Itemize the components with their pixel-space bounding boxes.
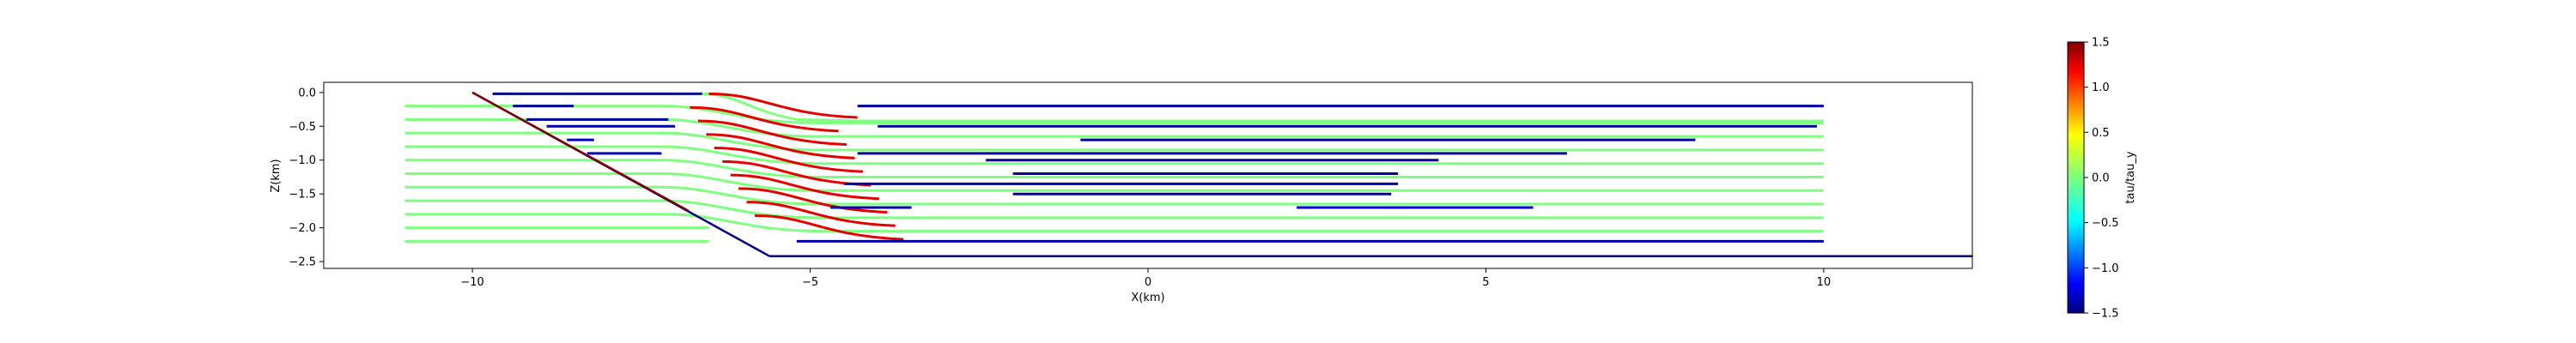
y-tick-label: −2.5: [289, 256, 316, 269]
x-tick-label: 10: [1817, 276, 1832, 289]
y-axis: 0.0 −0.5 −1.0 −1.5 −2.0 −2.5: [289, 87, 324, 269]
colorbar-tick-label: 0.5: [2092, 127, 2110, 140]
streamline: [492, 92, 1824, 123]
colorbar-gradient: [2067, 41, 2085, 314]
shear-curve: [738, 187, 888, 214]
shear-curve: [697, 119, 848, 147]
colorbar-tick-label: 0.0: [2092, 172, 2110, 185]
plot-area: [323, 81, 1973, 269]
x-tick-label: −10: [460, 276, 483, 289]
shear-curve: [714, 147, 863, 173]
colorbar: 1.5 1.0 0.5 0.0 −0.5 −1.0 −1.5 tau/tau_y: [2067, 37, 2137, 321]
y-tick-label: −2.0: [289, 222, 316, 235]
slope-stress-line: [471, 91, 690, 213]
shear-curve: [722, 159, 872, 187]
slope-geometry: [471, 91, 1972, 258]
y-axis-label: Z(km): [270, 159, 283, 192]
shear-curve: [746, 201, 896, 227]
x-tick-label: −5: [802, 276, 818, 289]
x-axis: −10 −5 0 5 10: [460, 268, 1831, 289]
shear-curve: [755, 214, 904, 241]
streamline: [404, 185, 1824, 206]
y-tick-label: −1.0: [289, 154, 316, 167]
x-axis-label: X(km): [1131, 292, 1164, 304]
shear-curve: [706, 133, 855, 159]
colorbar-tick-label: 1.0: [2092, 81, 2110, 94]
streamline: [404, 172, 1824, 192]
colorbar-tick-label: −1.0: [2092, 262, 2119, 275]
colorbar-tick-label: 1.5: [2092, 37, 2110, 50]
y-tick-label: −1.5: [289, 189, 316, 202]
streamline: [404, 199, 1824, 220]
y-tick-label: 0.0: [298, 87, 316, 99]
shear-curve: [690, 105, 839, 133]
streamline: [404, 131, 1824, 152]
y-tick-label: −0.5: [289, 121, 316, 134]
streamline: [404, 105, 1824, 124]
x-tick-label: 0: [1145, 276, 1151, 289]
shear-curve: [708, 92, 858, 119]
shear-curve: [730, 173, 879, 201]
streamlines: [404, 92, 1824, 243]
streamline: [404, 213, 1824, 233]
x-tick-label: 5: [1482, 276, 1489, 289]
colorbar-tick-label: −1.5: [2092, 308, 2119, 321]
colorbar-ticks: 1.5 1.0 0.5 0.0 −0.5 −1.0 −1.5: [2084, 37, 2119, 321]
streamline: [404, 117, 1824, 138]
colorbar-label: tau/tau_y: [2124, 151, 2137, 203]
colorbar-tick-label: −0.5: [2092, 217, 2119, 230]
